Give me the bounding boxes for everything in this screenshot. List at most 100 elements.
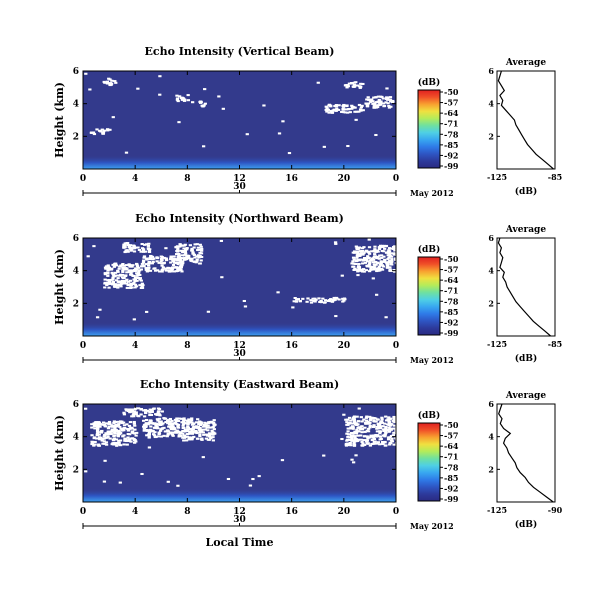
missing-data-cell — [322, 454, 326, 457]
missing-data-cell — [341, 108, 345, 111]
missing-data-cell — [108, 268, 112, 271]
average-x-label: (dB) — [515, 519, 537, 530]
missing-data-cell — [386, 265, 390, 268]
missing-data-cell — [380, 95, 384, 98]
missing-data-cell — [116, 277, 120, 280]
missing-data-cell — [147, 260, 152, 263]
missing-data-cell — [392, 443, 396, 446]
missing-data-cell — [317, 297, 321, 300]
missing-data-cell — [357, 269, 361, 272]
missing-data-cell — [390, 247, 394, 250]
missing-data-cell — [386, 250, 390, 253]
missing-data-cell — [359, 109, 363, 112]
missing-data-cell — [353, 430, 357, 433]
missing-data-cell — [364, 416, 369, 419]
missing-data-cell — [150, 262, 154, 265]
missing-data-cell — [366, 255, 370, 258]
missing-data-cell — [395, 253, 399, 256]
missing-data-cell — [106, 279, 110, 282]
missing-data-cell — [123, 275, 128, 278]
colorbar-tick-label: -92 — [444, 483, 458, 493]
missing-data-cell — [143, 409, 148, 412]
missing-data-cell — [176, 100, 180, 103]
missing-data-cell — [356, 246, 360, 249]
missing-data-cell — [137, 270, 141, 273]
missing-data-cell — [375, 270, 379, 273]
missing-data-cell — [366, 102, 371, 105]
missing-data-cell — [346, 430, 350, 433]
average-title: Average — [505, 58, 546, 68]
missing-data-cell — [130, 415, 134, 418]
missing-data-cell — [172, 431, 176, 434]
missing-data-cell — [341, 297, 345, 300]
average-y-tick-label: 4 — [488, 432, 494, 442]
missing-data-cell — [112, 442, 116, 445]
missing-data-cell — [164, 247, 168, 250]
missing-data-cell — [169, 428, 173, 431]
missing-data-cell — [104, 422, 109, 425]
missing-data-cell — [138, 277, 143, 280]
missing-data-cell — [221, 107, 225, 110]
missing-data-cell — [376, 255, 380, 258]
missing-data-cell — [122, 279, 126, 282]
missing-data-cell — [121, 270, 125, 273]
missing-data-cell — [134, 285, 139, 288]
missing-data-cell — [145, 310, 149, 313]
missing-data-cell — [118, 284, 123, 287]
missing-data-cell — [374, 263, 378, 266]
missing-data-cell — [127, 429, 131, 432]
missing-data-cell — [355, 256, 359, 259]
missing-data-cell — [111, 425, 115, 428]
missing-data-cell — [374, 417, 378, 420]
missing-data-cell — [182, 258, 187, 261]
missing-data-cell — [143, 426, 147, 429]
missing-data-cell — [386, 418, 390, 421]
missing-data-cell — [202, 423, 207, 426]
missing-data-cell — [372, 103, 377, 106]
date-month-label: May 2012 — [410, 521, 454, 531]
missing-data-cell — [118, 425, 122, 428]
missing-data-cell — [199, 101, 203, 104]
missing-data-cell — [171, 263, 176, 266]
missing-data-cell — [386, 102, 390, 105]
missing-data-cell — [109, 268, 114, 271]
missing-data-cell — [136, 407, 141, 410]
missing-data-cell — [372, 440, 376, 443]
colorbar-tick-label: -78 — [444, 462, 459, 472]
missing-data-cell — [96, 425, 100, 429]
missing-data-cell — [388, 417, 392, 420]
missing-data-cell — [376, 95, 381, 98]
missing-data-cell — [140, 472, 144, 476]
missing-data-cell — [147, 432, 151, 435]
missing-data-cell — [127, 270, 131, 273]
missing-data-cell — [349, 419, 353, 422]
missing-data-cell — [202, 433, 206, 436]
missing-data-cell — [163, 430, 167, 433]
missing-data-cell — [147, 435, 151, 438]
missing-data-cell — [372, 424, 376, 427]
missing-data-cell — [164, 258, 169, 261]
missing-data-cell — [176, 484, 180, 487]
missing-data-cell — [360, 420, 364, 423]
missing-data-cell — [140, 243, 144, 246]
missing-data-cell — [183, 250, 188, 253]
missing-data-cell — [362, 418, 366, 421]
missing-data-cell — [198, 429, 202, 432]
missing-data-cell — [106, 271, 110, 274]
missing-data-cell — [383, 258, 387, 261]
missing-data-cell — [380, 102, 385, 105]
missing-data-cell — [133, 283, 138, 286]
missing-data-cell — [373, 435, 377, 438]
missing-data-cell — [385, 96, 389, 99]
missing-data-cell — [199, 245, 203, 248]
missing-data-cell — [324, 299, 328, 302]
missing-data-cell — [384, 101, 388, 104]
missing-data-cell — [109, 282, 113, 285]
missing-data-cell — [210, 429, 214, 432]
missing-data-cell — [172, 270, 176, 273]
colorbar-unit: (dB) — [418, 77, 440, 88]
missing-data-cell — [392, 253, 396, 256]
missing-data-cell — [174, 246, 178, 249]
missing-data-cell — [181, 244, 185, 247]
missing-data-cell — [363, 261, 368, 264]
